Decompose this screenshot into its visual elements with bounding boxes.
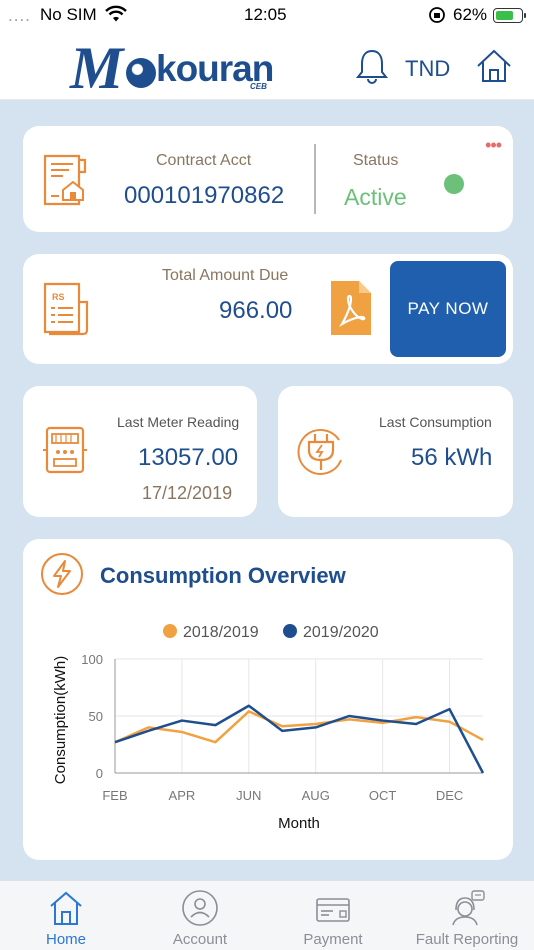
series-line-2 (114, 704, 485, 774)
meter-reading-date: 17/12/2019 (142, 483, 233, 503)
y-tick-label: 50 (89, 709, 103, 724)
amount-due-card: RS Total Amount Due 966.00 PAY NOW (23, 254, 513, 364)
series-line-1 (114, 710, 484, 744)
x-tick-label: DEC (436, 788, 463, 803)
meter-reading-label: Last Meter Reading (117, 414, 240, 430)
currency-label[interactable]: TND (405, 56, 451, 81)
x-tick-label: APR (169, 788, 196, 803)
status-bar: .... No SIM 12:05 62% (0, 0, 534, 30)
last-consumption-value: 56 kWh (411, 444, 493, 471)
home-icon[interactable] (474, 46, 514, 86)
y-tick-label: 0 (96, 766, 103, 781)
battery-icon (493, 8, 526, 23)
support-agent-icon (452, 890, 485, 926)
consumption-line-chart: 0 50 100 FEB APR JUN AUG OCT DEC Month Consumption… (52, 652, 485, 832)
contract-document-icon (43, 154, 87, 206)
chart-title: Consumption Overview (100, 563, 346, 588)
rs-icon-label: RS (52, 292, 65, 302)
carrier-label: No SIM (40, 5, 97, 24)
bell-icon[interactable] (352, 46, 392, 86)
clock: 12:05 (244, 5, 287, 24)
nav-payment[interactable]: Payment (293, 881, 373, 950)
status-value: Active (344, 184, 407, 210)
signal-dots: .... (8, 6, 31, 25)
user-icon (182, 890, 218, 926)
x-tick-label: OCT (369, 788, 397, 803)
total-amount-value: 966.00 (219, 297, 293, 324)
meter-reading-card: Last Meter Reading 13057.00 17/12/2019 (23, 386, 257, 517)
more-options-icon[interactable]: ••• (485, 135, 502, 155)
mokouran-logo: M kouran CEB (70, 35, 274, 101)
y-axis-title: Consumption(kWh) (52, 656, 69, 784)
last-consumption-card: Last Consumption 56 kWh (278, 386, 513, 517)
x-axis-title: Month (278, 815, 320, 832)
meter-reading-value: 13057.00 (138, 444, 239, 471)
status-label: Status (353, 152, 399, 169)
last-consumption-label: Last Consumption (379, 414, 492, 430)
meter-icon (43, 426, 87, 474)
x-tick-label: JUN (236, 788, 261, 803)
nav-account[interactable]: Account (160, 881, 240, 950)
lightning-icon (41, 553, 83, 595)
nav-home[interactable]: Home (26, 881, 106, 950)
plug-icon (297, 428, 342, 475)
contract-card[interactable]: Contract Acct 000101970862 Status Active… (23, 126, 513, 232)
consumption-overview-card: Consumption Overview 2018/2019 2019/2020… (23, 539, 513, 860)
receipt-icon: RS (43, 282, 89, 336)
status-indicator-dot (444, 174, 464, 194)
battery-percent: 62% (453, 5, 488, 24)
pdf-icon[interactable] (329, 279, 373, 337)
legend-item-2: 2019/2020 (283, 624, 379, 642)
orientation-lock-icon (429, 7, 445, 23)
card-divider (314, 144, 316, 214)
contract-acct-number: 000101970862 (124, 182, 285, 209)
x-tick-label: AUG (302, 788, 330, 803)
credit-card-icon (316, 898, 350, 922)
legend-item-1: 2018/2019 (163, 624, 259, 642)
y-tick-label: 100 (81, 652, 103, 667)
nav-fault-reporting[interactable]: Fault Reporting (408, 881, 526, 950)
bottom-nav: Home Account Payment Fault Reporting (0, 880, 534, 950)
total-amount-label: Total Amount Due (162, 267, 289, 284)
x-tick-label: FEB (102, 788, 127, 803)
app-header: M kouran CEB TND (0, 30, 534, 101)
wifi-icon (105, 5, 127, 22)
contract-acct-label: Contract Acct (156, 152, 252, 169)
home-nav-icon (50, 891, 82, 925)
pay-now-button[interactable]: PAY NOW (390, 261, 506, 357)
